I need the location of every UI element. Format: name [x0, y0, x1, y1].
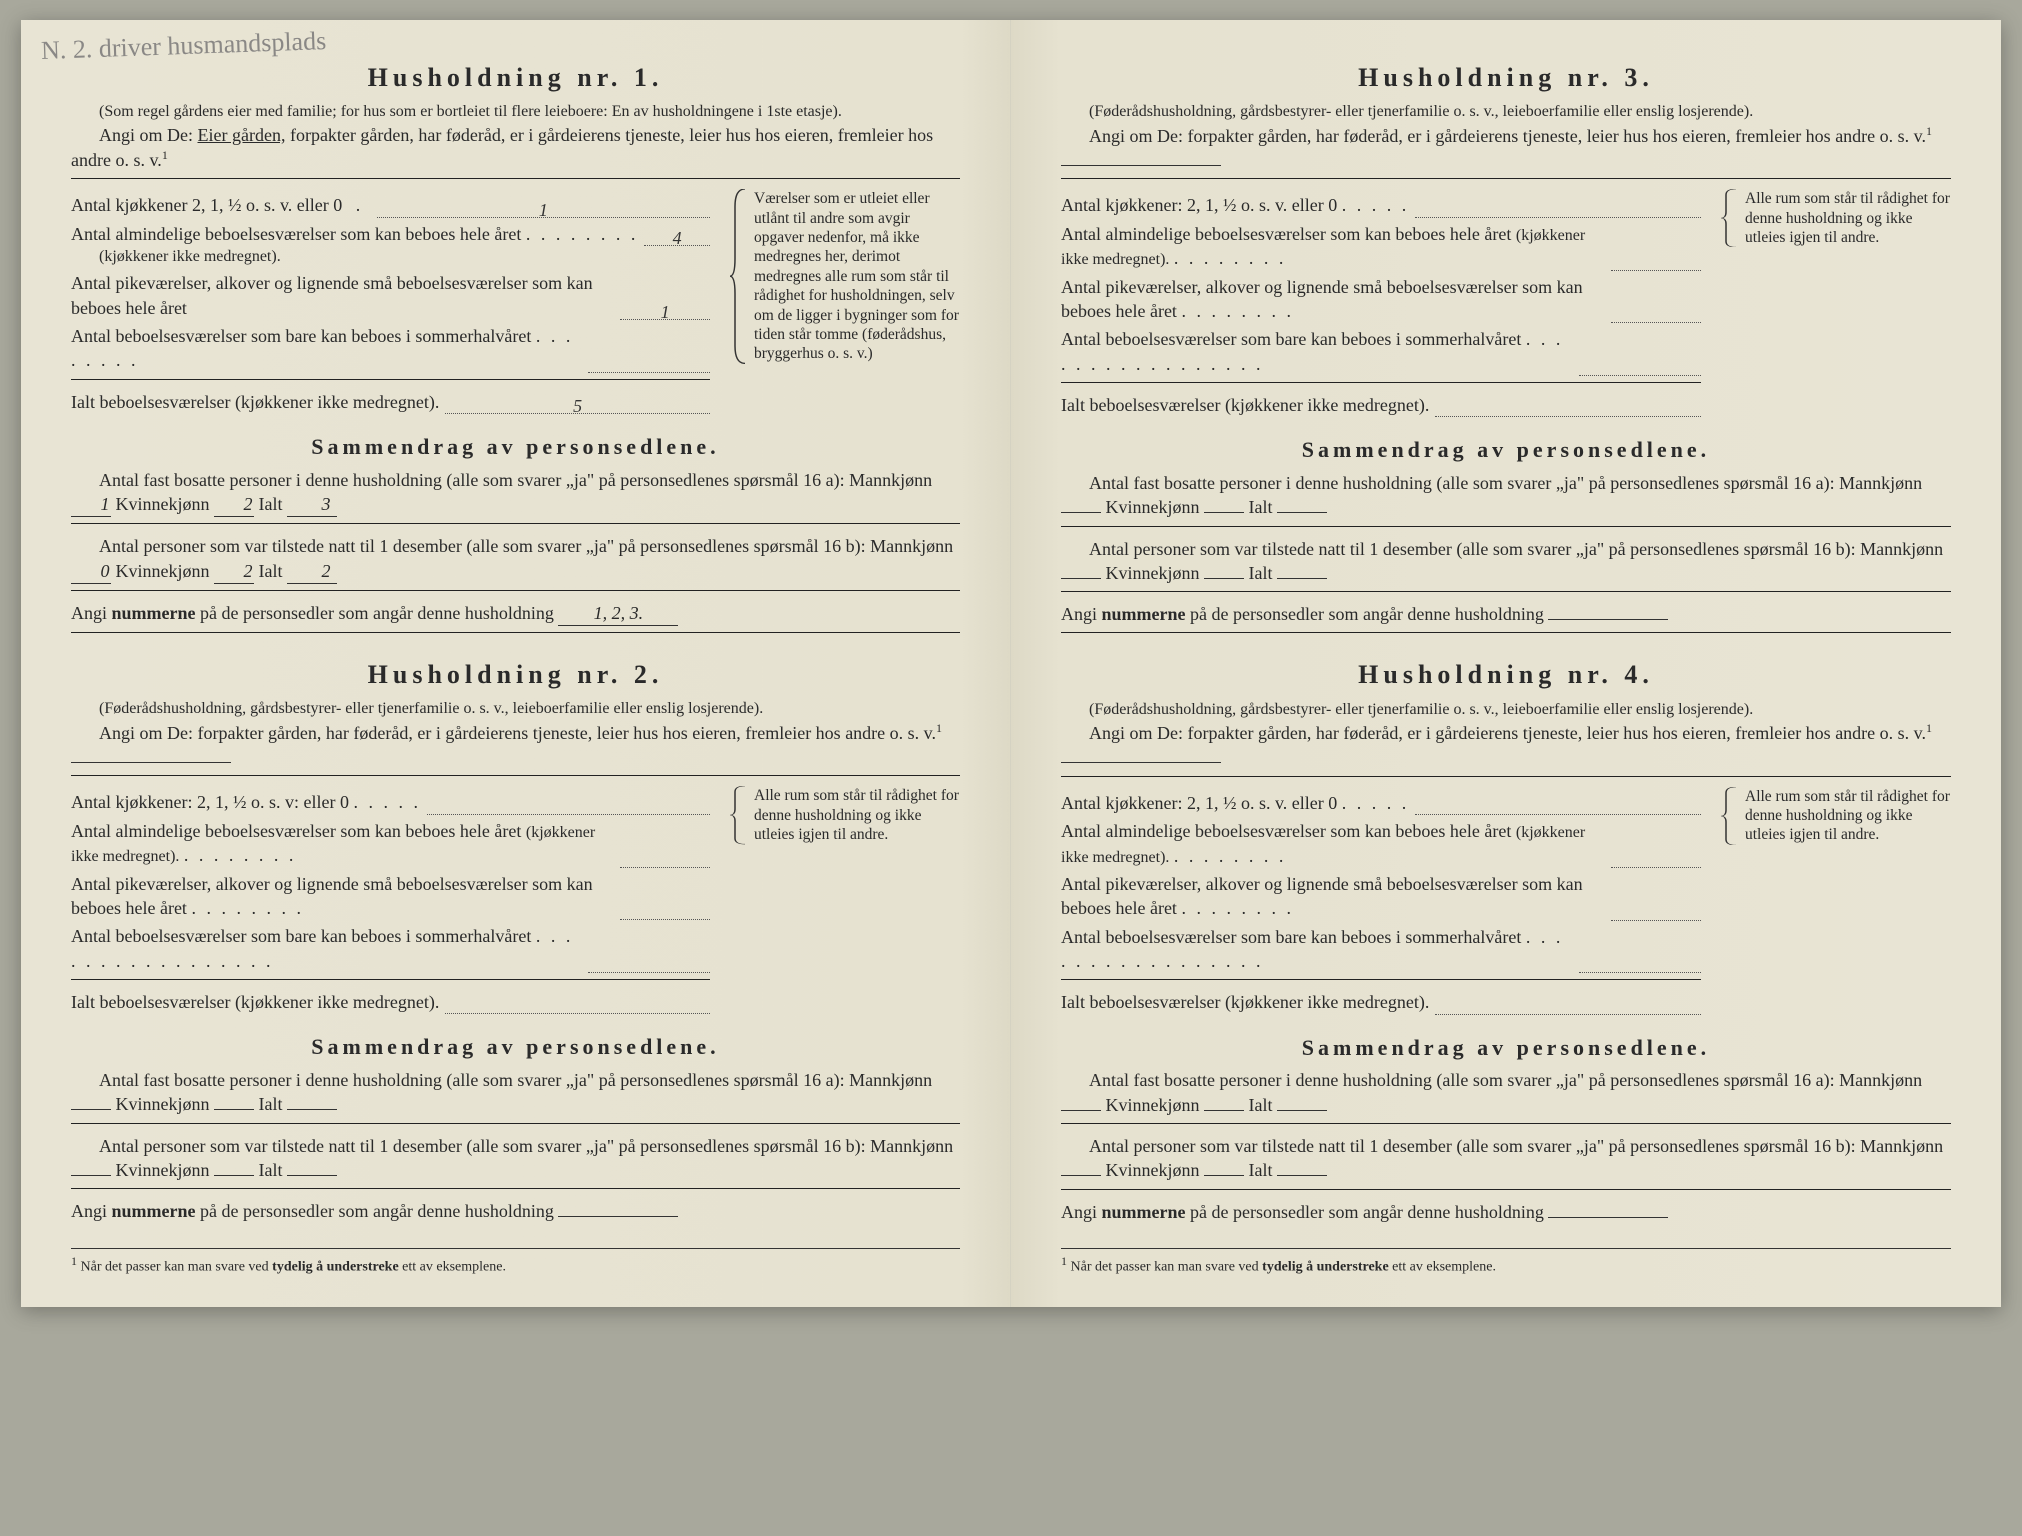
q-rooms: Antal almindelige beboelsesværelser som … — [71, 819, 710, 868]
sidenote-2: Alle rum som står til rådighet for denne… — [730, 786, 960, 844]
q-total: Ialt beboelsesværelser (kjøkkener ikke m… — [1061, 393, 1701, 417]
q-total: Ialt beboelsesværelser (kjøkkener ikke m… — [71, 990, 710, 1014]
left-page: N. 2. driver husmandsplads Husholdning n… — [21, 20, 1011, 1307]
sidenote-1: Værelser som er utleiet eller utlånt til… — [730, 189, 960, 363]
q-pike: Antal pikeværelser, alkover og lignende … — [1061, 872, 1701, 921]
angi-nummerne: Angi nummerne på de personsedler som ang… — [71, 601, 960, 626]
q-rooms: Antal almindelige beboelsesværelser som … — [71, 222, 710, 268]
angi-nummerne: Angi nummerne på de personsedler som ang… — [1061, 602, 1951, 626]
sidenote-3: Alle rum som står til rådighet for denne… — [1721, 189, 1951, 247]
household-1: Husholdning nr. 1. (Som regel gårdens ei… — [71, 60, 960, 633]
q-summer: Antal beboelsesværelser som bare kan beb… — [1061, 925, 1701, 974]
q-rooms: Antal almindelige beboelsesværelser som … — [1061, 819, 1701, 868]
household-2: Husholdning nr. 2. (Føderådshusholdning,… — [71, 657, 960, 1223]
angi-line: Angi om De: forpakter gården, har føderå… — [71, 720, 960, 770]
angi-nummerne: Angi nummerne på de personsedler som ang… — [1061, 1200, 1951, 1224]
household-4: Husholdning nr. 4. (Føderådshusholdning,… — [1061, 657, 1951, 1223]
q-pike: Antal pikeværelser, alkover og lignende … — [71, 271, 710, 320]
household-title: Husholdning nr. 3. — [1061, 60, 1951, 95]
room-questions: Antal kjøkkener: 2, 1, ½ o. s. v: eller … — [71, 786, 960, 1018]
p16a: Antal fast bosatte personer i denne hush… — [1061, 471, 1951, 520]
summary-title: Sammendrag av personsedlene. — [71, 432, 960, 462]
angi-nummerne: Angi nummerne på de personsedler som ang… — [71, 1199, 960, 1223]
household-title: Husholdning nr. 2. — [71, 657, 960, 692]
p16a: Antal fast bosatte personer i denne hush… — [71, 468, 960, 518]
brace-icon — [1721, 189, 1741, 247]
p16b: Antal personer som var tilstede natt til… — [1061, 1134, 1951, 1183]
household-desc: (Føderådshusholdning, gårdsbestyrer- ell… — [1061, 101, 1951, 123]
q-summer: Antal beboelsesværelser som bare kan beb… — [71, 324, 710, 373]
q-pike: Antal pikeværelser, alkover og lignende … — [71, 872, 710, 921]
angi-line: Angi om De: Eier gården, forpakter gårde… — [71, 123, 960, 173]
q-summer: Antal beboelsesværelser som bare kan beb… — [71, 924, 710, 973]
summary-title: Sammendrag av personsedlene. — [1061, 1033, 1951, 1063]
room-questions: Antal kjøkkener 2, 1, ½ o. s. v. eller 0… — [71, 189, 960, 418]
q-pike: Antal pikeværelser, alkover og lignende … — [1061, 275, 1701, 324]
household-desc: (Føderådshusholdning, gårdsbestyrer- ell… — [1061, 699, 1951, 721]
brace-icon — [730, 786, 750, 844]
room-questions: Antal kjøkkener: 2, 1, ½ o. s. v. eller … — [1061, 189, 1951, 421]
brace-icon — [1721, 787, 1741, 845]
p16b: Antal personer som var tilstede natt til… — [1061, 537, 1951, 586]
q-rooms: Antal almindelige beboelsesværelser som … — [1061, 222, 1701, 271]
q-kitchens: Antal kjøkkener: 2, 1, ½ o. s. v. eller … — [1061, 193, 1701, 217]
p16a: Antal fast bosatte personer i denne hush… — [71, 1068, 960, 1117]
summary-title: Sammendrag av personsedlene. — [1061, 435, 1951, 465]
household-title: Husholdning nr. 1. — [71, 60, 960, 95]
right-page: Husholdning nr. 3. (Føderådshusholdning,… — [1011, 20, 2001, 1307]
q-summer: Antal beboelsesværelser som bare kan beb… — [1061, 327, 1701, 376]
household-3: Husholdning nr. 3. (Føderådshusholdning,… — [1061, 60, 1951, 633]
angi-line: Angi om De: forpakter gården, har føderå… — [1061, 720, 1951, 770]
p16a: Antal fast bosatte personer i denne hush… — [1061, 1068, 1951, 1117]
household-desc: (Føderådshusholdning, gårdsbestyrer- ell… — [71, 698, 960, 720]
q-total: Ialt beboelsesværelser (kjøkkener ikke m… — [1061, 990, 1701, 1014]
angi-line: Angi om De: forpakter gården, har føderå… — [1061, 123, 1951, 173]
rule — [71, 178, 960, 179]
q-total: Ialt beboelsesværelser (kjøkkener ikke m… — [71, 390, 710, 414]
footnote: 1 Når det passer kan man svare ved tydel… — [1061, 1248, 1951, 1278]
summary-title: Sammendrag av personsedlene. — [71, 1032, 960, 1062]
q-kitchens: Antal kjøkkener 2, 1, ½ o. s. v. eller 0… — [71, 193, 710, 217]
household-desc: (Som regel gårdens eier med familie; for… — [71, 101, 960, 123]
q-kitchens: Antal kjøkkener: 2, 1, ½ o. s. v. eller … — [1061, 791, 1701, 815]
room-questions: Antal kjøkkener: 2, 1, ½ o. s. v. eller … — [1061, 787, 1951, 1019]
household-title: Husholdning nr. 4. — [1061, 657, 1951, 692]
document-spread: N. 2. driver husmandsplads Husholdning n… — [21, 20, 2001, 1307]
p16b: Antal personer som var tilstede natt til… — [71, 534, 960, 584]
brace-icon — [730, 189, 750, 363]
p16b: Antal personer som var tilstede natt til… — [71, 1134, 960, 1183]
footnote: 1 Når det passer kan man svare ved tydel… — [71, 1248, 960, 1278]
sidenote-4: Alle rum som står til rådighet for denne… — [1721, 787, 1951, 845]
q-kitchens: Antal kjøkkener: 2, 1, ½ o. s. v: eller … — [71, 790, 710, 814]
